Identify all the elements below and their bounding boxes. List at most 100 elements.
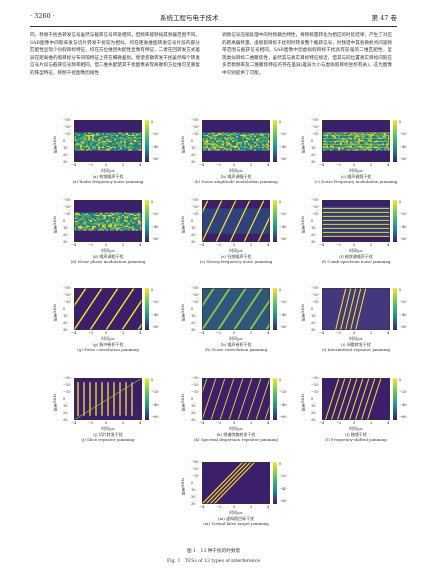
x-tick-label: 0 xyxy=(233,331,236,335)
y-tick-label: −10 xyxy=(63,300,71,304)
x-tick-label: 4 xyxy=(267,163,270,167)
figure-panel: 频率/MHz −30 −20 −10 0 10 20 30 0 −20 −40 −60 −4 −2 0 2 4 时… xyxy=(52,196,180,272)
x-tick-label: 2 xyxy=(250,331,253,335)
panel-caption-en: (j) Slice repeater jamming xyxy=(81,437,135,442)
x-axis-label: 时间/μs xyxy=(349,248,363,253)
colorbar xyxy=(273,462,277,504)
x-tick-label: 4 xyxy=(387,421,390,425)
x-tick-label: −4 xyxy=(319,243,325,247)
panel-caption-en: (e) Sweep frequency noise jamming xyxy=(199,259,273,264)
panel-caption-zh: (f) 梳状谱噪声干扰 xyxy=(339,254,373,259)
x-tick-label: 0 xyxy=(353,331,356,335)
colorbar-tick: 0 xyxy=(151,200,154,204)
colorbar-tick: −40 xyxy=(399,402,407,407)
panel-caption-en: (k) Spectral dispersion repeater jamming xyxy=(194,437,278,442)
y-axis-label: 频率/MHz xyxy=(53,215,57,233)
y-tick-label: −30 xyxy=(191,376,199,380)
y-tick-label: 0 xyxy=(191,397,194,401)
y-tick-label: 10 xyxy=(191,226,196,230)
colorbar-tick: −40 xyxy=(399,144,407,149)
colorbar-tick: −60 xyxy=(151,157,159,162)
y-tick-label: 30 xyxy=(311,328,316,332)
y-tick-label: 30 xyxy=(191,328,196,332)
colorbar-tick: −20 xyxy=(151,132,159,137)
colorbar xyxy=(145,200,149,242)
x-axis-label: 时间/μs xyxy=(101,248,115,253)
x-tick-label: −2 xyxy=(216,331,222,335)
y-axis-label: 频率/MHz xyxy=(181,135,185,153)
colorbar-tick: −20 xyxy=(151,300,159,305)
y-tick-label: 20 xyxy=(311,153,316,157)
x-tick-label: 2 xyxy=(370,243,373,247)
x-tick-label: −2 xyxy=(216,505,222,509)
y-tick-label: 30 xyxy=(311,160,316,164)
y-tick-label: −10 xyxy=(191,390,199,394)
figure-panel: 频率/MHz −30 −20 −10 0 10 20 30 0 −20 −40 −60 −4 −2 0 2 4 时… xyxy=(180,374,308,450)
y-axis-label: 频率/MHz xyxy=(301,393,305,411)
colorbar-tick: −40 xyxy=(279,486,287,491)
colorbar-tick: −20 xyxy=(151,390,159,395)
panel-caption-en: (i) Intermittent repeater jamming xyxy=(321,347,391,352)
colorbar-tick: −40 xyxy=(279,144,287,149)
x-tick-label: −2 xyxy=(88,331,94,335)
y-tick-label: −20 xyxy=(191,293,199,297)
y-tick-label: −30 xyxy=(191,460,199,464)
tfs-plot xyxy=(322,378,390,420)
header-rule xyxy=(30,26,397,27)
x-tick-label: −4 xyxy=(199,505,205,509)
y-tick-label: −10 xyxy=(311,300,319,304)
y-axis-label: 频率/MHz xyxy=(181,215,185,233)
y-tick-label: 0 xyxy=(311,307,314,311)
y-tick-label: 20 xyxy=(191,233,196,237)
x-tick-label: 0 xyxy=(353,243,356,247)
colorbar-tick: −20 xyxy=(279,132,287,137)
y-tick-label: 0 xyxy=(191,139,194,143)
y-tick-label: 30 xyxy=(63,418,68,422)
x-tick-label: −2 xyxy=(88,243,94,247)
y-tick-label: 0 xyxy=(63,307,66,311)
y-tick-label: −10 xyxy=(191,132,199,136)
panel-caption-en: (h) Noise convolution jamming xyxy=(204,347,268,352)
colorbar-tick: −60 xyxy=(399,325,407,330)
colorbar-tick: −20 xyxy=(399,212,407,217)
x-tick-label: 4 xyxy=(267,243,270,247)
colorbar-tick: −60 xyxy=(151,325,159,330)
x-tick-label: 2 xyxy=(122,243,125,247)
x-tick-label: 0 xyxy=(105,243,108,247)
y-tick-label: 20 xyxy=(63,321,68,325)
colorbar-tick: −40 xyxy=(151,224,159,229)
y-tick-label: 10 xyxy=(191,404,196,408)
x-tick-label: −2 xyxy=(336,163,342,167)
colorbar-tick: 0 xyxy=(399,200,402,204)
colorbar xyxy=(273,378,277,420)
colorbar-tick: −40 xyxy=(279,402,287,407)
panel-caption-zh: (j) 切片转发干扰 xyxy=(93,432,123,437)
colorbar-tick: −20 xyxy=(399,300,407,305)
x-axis-label: 时间/μs xyxy=(229,248,243,253)
panel-caption-en: (l) Frequency-shifted jamming xyxy=(325,437,387,442)
y-tick-label: −20 xyxy=(191,125,199,129)
y-axis-label: 频率/MHz xyxy=(181,303,185,321)
colorbar-tick: 0 xyxy=(279,120,282,124)
tfs-plot xyxy=(202,288,270,330)
colorbar xyxy=(273,120,277,162)
y-tick-label: −20 xyxy=(311,205,319,209)
panel-caption-zh: (e) 扫频噪声干扰 xyxy=(220,254,252,259)
y-tick-label: 10 xyxy=(311,146,316,150)
colorbar xyxy=(393,200,397,242)
tfs-plot xyxy=(202,462,270,504)
body-text-left: 同，移频干扰各转发信号虽然与截获信号带宽相同，但频率能够按其频偏范围不同。SAR… xyxy=(30,33,200,76)
colorbar-tick: −20 xyxy=(279,390,287,395)
x-axis-label: 时间/μs xyxy=(349,426,363,431)
colorbar xyxy=(273,200,277,242)
panel-caption-zh: (l) 移频干扰 xyxy=(345,432,367,437)
x-tick-label: −2 xyxy=(336,421,342,425)
y-tick-label: 10 xyxy=(311,226,316,230)
x-tick-label: −4 xyxy=(319,331,325,335)
y-tick-label: 20 xyxy=(63,233,68,237)
y-tick-label: 30 xyxy=(191,160,196,164)
y-tick-label: −30 xyxy=(311,118,319,122)
y-tick-label: −30 xyxy=(63,286,71,290)
colorbar-tick: 0 xyxy=(279,288,282,292)
y-tick-label: 0 xyxy=(311,219,314,223)
